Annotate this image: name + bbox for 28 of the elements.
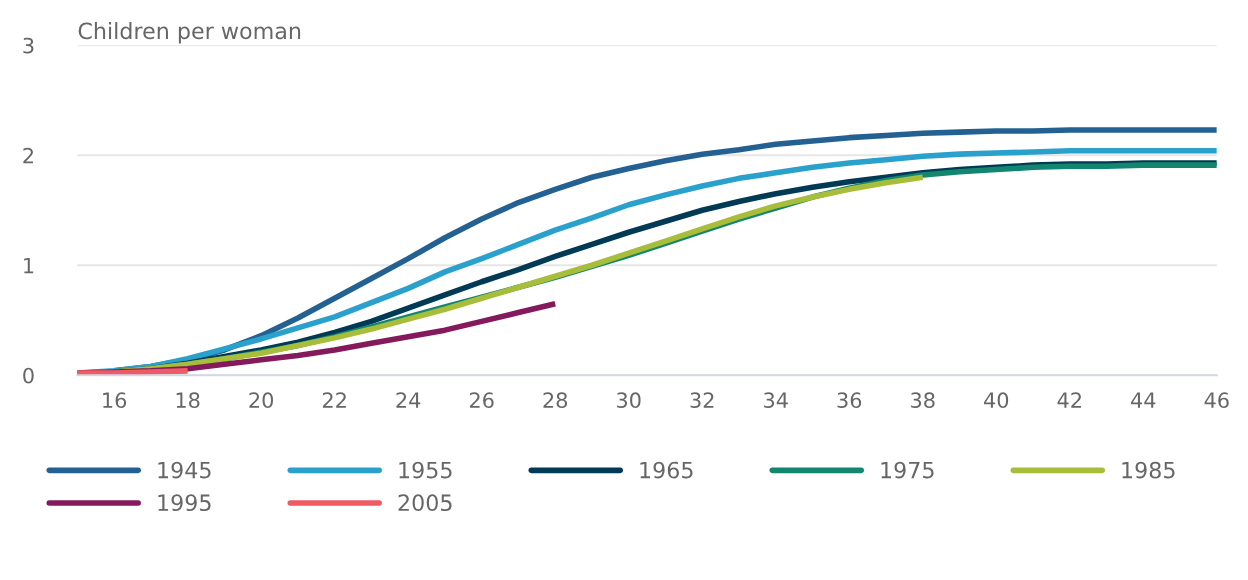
y-tick-label: 2 — [23, 147, 33, 164]
x-tick-label: 16 — [103, 392, 127, 409]
x-tick-label: 32 — [690, 392, 714, 409]
legend-label: 1955 — [399, 461, 452, 479]
x-tick-label: 44 — [1131, 392, 1156, 408]
x-tick-label: 42 — [1057, 392, 1081, 408]
y-tick-label: 1 — [24, 257, 34, 274]
legend-label: 1965 — [640, 461, 693, 479]
legend-label: 1995 — [158, 494, 211, 512]
x-tick-label: 22 — [322, 392, 346, 408]
x-tick-label: 18 — [176, 392, 200, 409]
x-tick-label: 34 — [764, 392, 788, 409]
y-tick-label: 0 — [23, 367, 34, 384]
legend-label: 1975 — [881, 461, 934, 479]
x-tick-label: 40 — [984, 392, 1009, 409]
legend-label: 1945 — [158, 461, 211, 479]
x-tick-label: 20 — [249, 392, 274, 409]
x-tick-label: 28 — [543, 392, 568, 409]
y-tick-label: 3 — [23, 37, 34, 54]
x-tick-label: 26 — [469, 392, 494, 409]
x-tick-label: 46 — [1204, 392, 1229, 409]
x-tick-label: 38 — [911, 392, 935, 409]
y-axis-title: Children per woman — [78, 22, 301, 44]
legend-label: 2005 — [398, 494, 452, 512]
legend-label: 1985 — [1122, 461, 1175, 479]
x-tick-label: 24 — [396, 392, 421, 408]
x-tick-label: 36 — [837, 392, 862, 409]
x-tick-label: 30 — [617, 392, 641, 409]
